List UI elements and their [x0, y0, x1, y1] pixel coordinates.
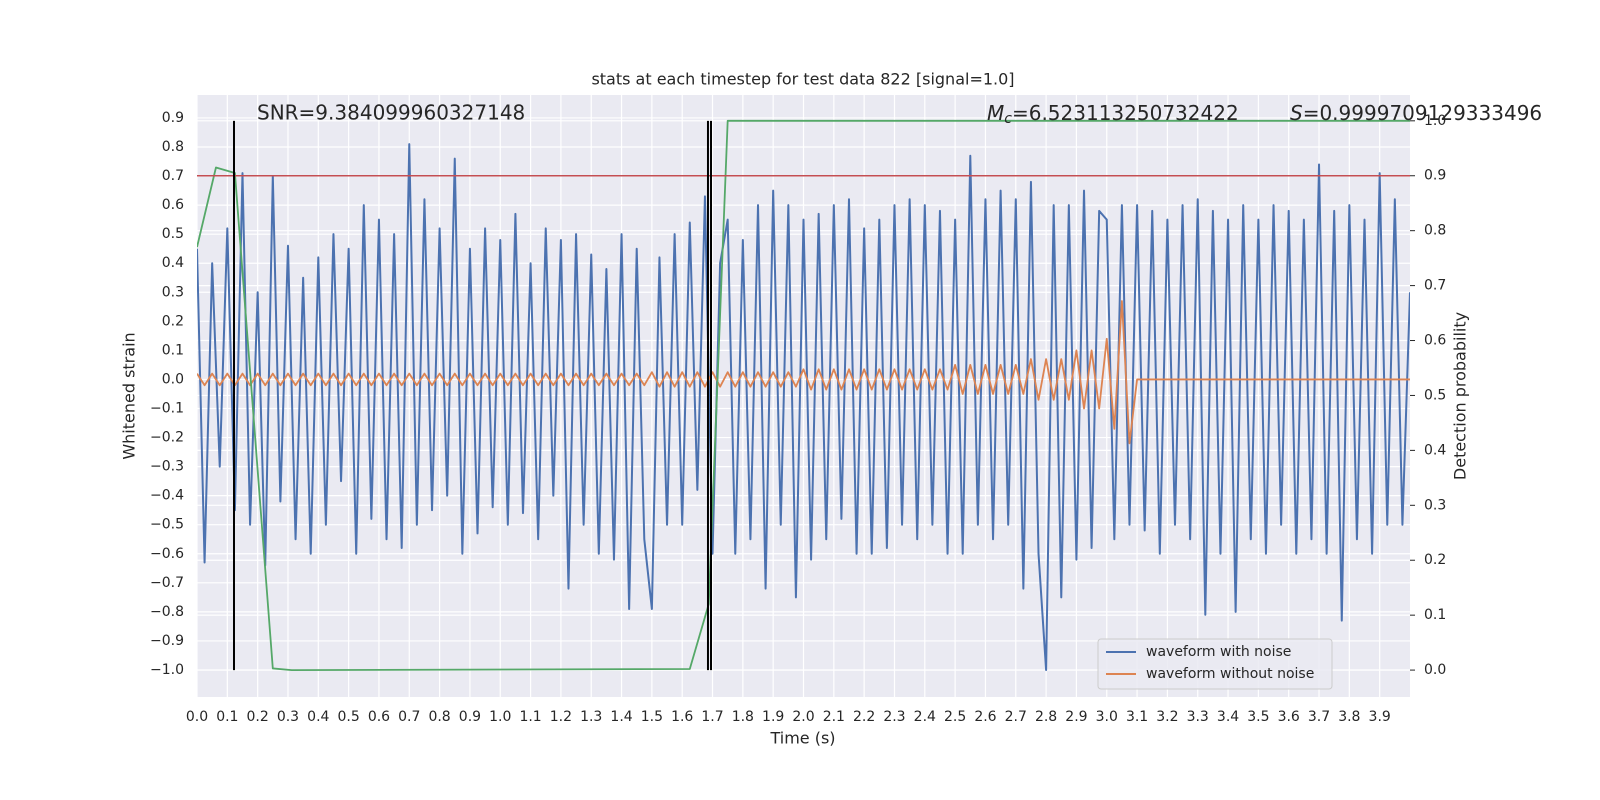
y-tick-label: 0.6: [162, 197, 184, 213]
series-line: [197, 119, 1410, 671]
x-tick-label: 1.2: [550, 709, 572, 725]
grid: [196, 95, 1410, 697]
y-tick-label: 0.5: [162, 226, 184, 242]
x-tick-label: 2.5: [944, 709, 966, 725]
x-tick-label: 1.3: [580, 709, 602, 725]
x-tick-label: 0.2: [247, 709, 269, 725]
y2-tick-label: 0.4: [1424, 442, 1446, 458]
x-tick-label: 3.2: [1156, 709, 1178, 725]
legend-box: [1097, 638, 1333, 690]
y2-tick-label: 0.7: [1424, 278, 1446, 294]
s-symbol: S: [1290, 101, 1303, 125]
legend-label: waveform without noise: [1146, 666, 1314, 682]
x-tick-label: 2.8: [1035, 709, 1057, 725]
y2-tick-label: 0.8: [1424, 223, 1446, 239]
x-tick-label: 3.4: [1217, 709, 1239, 725]
y-tick-label: −0.6: [150, 546, 184, 562]
x-tick-label: 3.1: [1126, 709, 1148, 725]
y-tick-label: −0.1: [150, 400, 184, 416]
y-tick-label: 0.3: [162, 284, 184, 300]
y-tick-label: −0.4: [150, 488, 184, 504]
x-tick-label: 0.1: [216, 709, 238, 725]
y2-tick-label: 0.6: [1424, 333, 1446, 349]
x-tick-label: 3.5: [1247, 709, 1269, 725]
y2-tick-label: 0.5: [1424, 387, 1446, 403]
x-tick-label: 0.6: [368, 709, 390, 725]
x-tick-label: 3.7: [1308, 709, 1330, 725]
x-tick-label: 3.9: [1369, 709, 1391, 725]
y2-tick-label: 0.9: [1424, 168, 1446, 184]
x-tick-label: 2.6: [974, 709, 996, 725]
x-tick-label: 1.9: [762, 709, 784, 725]
s-annotation: S=0.9999709129333496: [1290, 101, 1542, 125]
x-tick-label: 2.1: [823, 709, 845, 725]
y-tick-label: −0.7: [150, 575, 184, 591]
x-tick-label: 0.5: [337, 709, 359, 725]
y-tick-label: −0.5: [150, 517, 184, 533]
y-axis-label: Whitened strain: [120, 332, 139, 459]
mc-symbol: M: [987, 101, 1004, 125]
mc-annotation: Mc=6.523113250732422: [987, 101, 1239, 128]
x-tick-label: 1.8: [732, 709, 754, 725]
x-tick-label: 2.7: [1005, 709, 1027, 725]
y-tick-label: 0.1: [162, 342, 184, 358]
series-line: [197, 300, 1410, 445]
y-tick-label: 0.4: [162, 255, 184, 271]
x-tick-label: 1.4: [610, 709, 632, 725]
x-tick-label: 0.4: [307, 709, 329, 725]
y-tick-label: −0.3: [150, 459, 184, 475]
y-tick-label: 0.0: [162, 371, 184, 387]
data-layer: [197, 119, 1410, 671]
x-tick-label: 3.0: [1096, 709, 1118, 725]
y2-axis-label: Detection probability: [1451, 312, 1470, 480]
y-tick-label: 0.2: [162, 313, 184, 329]
y-tick-label: 0.7: [162, 168, 184, 184]
x-tick-label: 3.8: [1338, 709, 1360, 725]
y2-tick-label: 0.2: [1424, 552, 1446, 568]
snr-annotation: SNR=9.384099960327148: [257, 101, 525, 125]
y-tick-label: −0.8: [150, 604, 184, 620]
y-tick-label: 0.8: [162, 139, 184, 155]
x-tick-label: 0.3: [277, 709, 299, 725]
series-line: [197, 143, 1410, 671]
x-tick-label: 0.9: [459, 709, 481, 725]
x-tick-label: 2.9: [1065, 709, 1087, 725]
x-tick-label: 0.7: [398, 709, 420, 725]
x-axis-label: Time (s): [769, 729, 835, 748]
x-tick-label: 0.8: [428, 709, 450, 725]
x-tick-label: 3.6: [1278, 709, 1300, 725]
y-tick-label: −0.2: [150, 430, 184, 446]
y2-tick-label: 0.1: [1424, 607, 1446, 623]
y2-tick-label: 0.3: [1424, 497, 1446, 513]
y-tick-label: −0.9: [150, 633, 184, 649]
x-tick-label: 1.7: [701, 709, 723, 725]
x-tick-label: 2.3: [883, 709, 905, 725]
x-tick-label: 2.2: [853, 709, 875, 725]
x-tick-label: 1.0: [489, 709, 511, 725]
labels: 0.0 0.1 0.2 0.3 0.4 0.5 0.6 0.7 0.8 0.9 1.0 1.1 1.2 1…: [150, 110, 1446, 725]
s-value: =0.9999709129333496: [1303, 101, 1542, 125]
x-tick-label: 1.5: [641, 709, 663, 725]
y2-tick-label: 1.0: [1424, 113, 1446, 129]
x-tick-label: 0.0: [186, 709, 208, 725]
mc-value: =6.523113250732422: [1012, 101, 1239, 125]
mc-subscript: c: [1004, 111, 1012, 127]
chart-title: stats at each timestep for test data 822…: [591, 70, 1014, 89]
x-tick-label: 2.4: [914, 709, 936, 725]
legend-label: waveform with noise: [1146, 644, 1291, 660]
legend: waveform with noise waveform without nois…: [1097, 638, 1333, 690]
x-tick-label: 1.6: [671, 709, 693, 725]
x-tick-label: 1.1: [519, 709, 541, 725]
x-tick-label: 2.0: [792, 709, 814, 725]
x-tick-label: 3.3: [1187, 709, 1209, 725]
y2-tick-label: 0.0: [1424, 662, 1446, 678]
y-tick-label: −1.0: [150, 662, 184, 678]
y-tick-label: 0.9: [162, 110, 184, 126]
